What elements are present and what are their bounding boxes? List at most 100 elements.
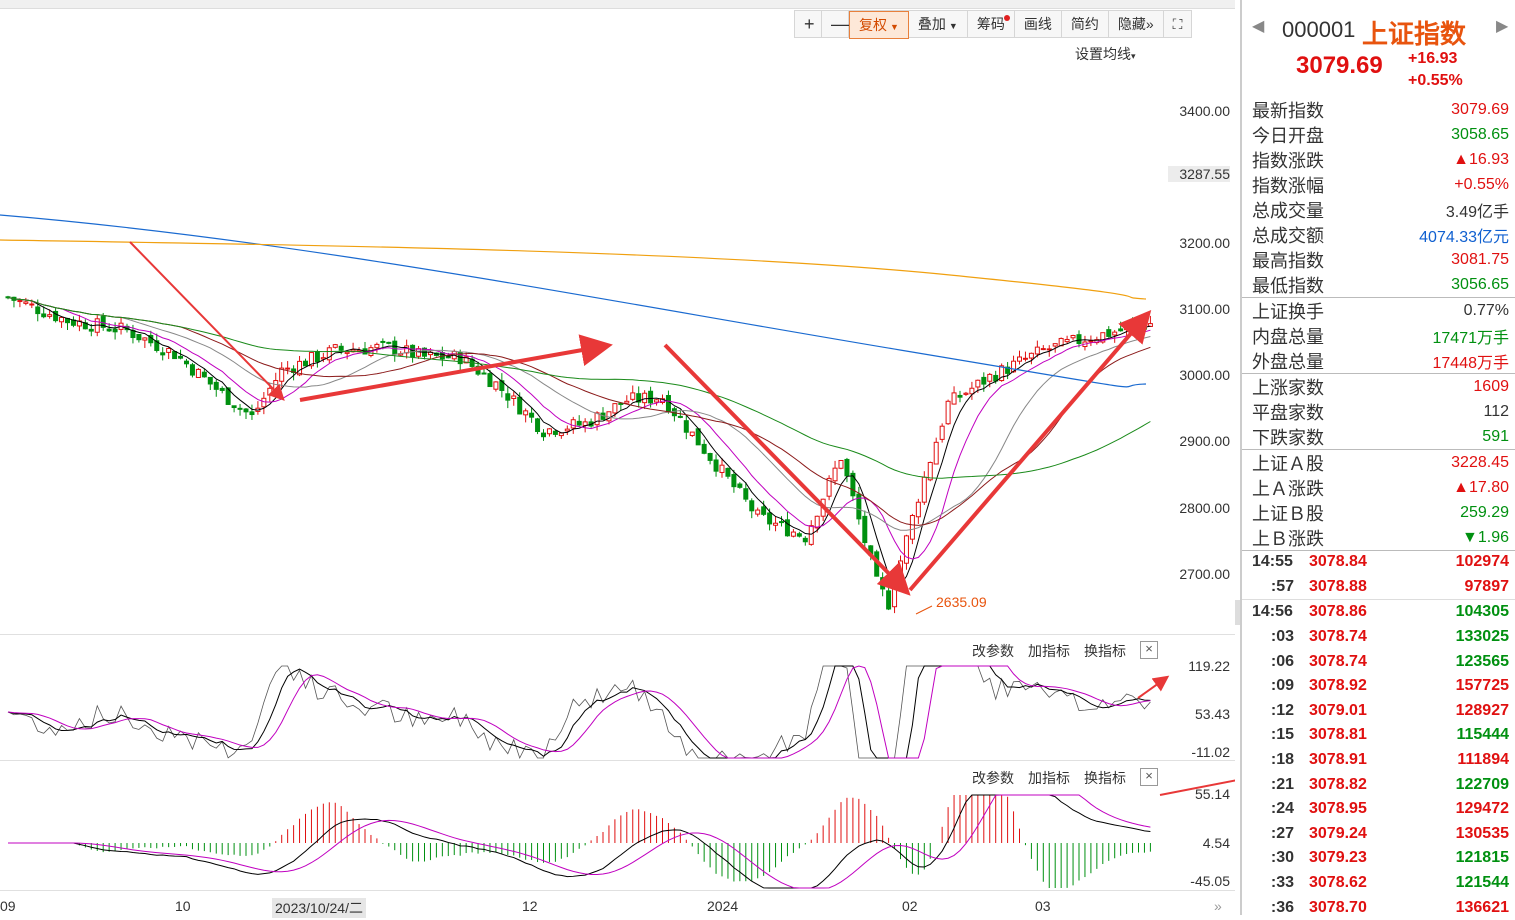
candle-body [808,525,814,545]
chevron-down-icon: ▼ [948,21,958,31]
candle-body [963,392,969,395]
zoom-out-button[interactable]: — [822,11,849,37]
candle-body [213,381,219,390]
fullscreen-button[interactable]: ⛶ [1164,11,1192,37]
stat-label: 最高指数 [1252,250,1324,271]
ind1-mid-line [7,665,1151,759]
swap-indicator-button[interactable]: 换指标 [1084,770,1126,786]
trend-arrow [663,343,911,596]
tick-row: :27 3079.24 130535 [1242,822,1515,847]
close-icon[interactable]: × [1140,768,1158,786]
zoom-in-button[interactable]: + [795,11,822,37]
stat-label: 上Ａ涨跌 [1252,478,1324,499]
tick-time: :06 [1270,652,1294,670]
candle-body [166,347,172,353]
simple-mode-button[interactable]: 简约 [1062,11,1109,37]
tick-separator [1242,599,1515,601]
swap-indicator-button[interactable]: 换指标 [1084,643,1126,659]
quote-header: ◀ 000001 上证指数 ▶ [1242,12,1515,49]
hide-button[interactable]: 隐藏» [1109,11,1164,37]
candle-body [790,531,796,537]
stat-row: 上Ａ涨跌 ▲17.80 [1242,475,1515,500]
candle-body [380,340,386,343]
candle-body [505,393,511,401]
stat-row: 上证换手 0.77% [1242,298,1515,323]
candle-body [1088,340,1094,343]
stat-value: ▲16.93 [1453,150,1509,168]
candle-body [903,535,909,564]
candle-body [308,352,314,367]
trend-arrow [1137,675,1170,699]
candle-body [184,360,189,365]
stat-label: 最新指数 [1252,100,1324,121]
stat-label: 上Ｂ涨跌 [1252,528,1324,549]
stat-label: 上涨家数 [1252,377,1324,398]
tick-time: :27 [1270,824,1294,842]
candle-body [1011,360,1017,373]
stat-row: 内盘总量 17471万手 [1242,323,1515,348]
scroll-right-icon[interactable]: » [1214,898,1222,914]
candle-body [112,328,118,333]
candle-body [969,387,975,395]
stat-label: 指数涨跌 [1252,150,1324,171]
candle-body [136,333,142,341]
candle-body [338,345,344,351]
candle-body [624,400,630,404]
panel-divider [0,890,1235,891]
tick-time: :12 [1270,701,1294,719]
panel-resize-handle[interactable] [1235,600,1240,625]
stat-label: 今日开盘 [1252,125,1324,146]
x-axis-label: 2024 [707,898,739,914]
tick-volume: 157725 [1455,677,1509,695]
overlay-dropdown[interactable]: 叠加 ▼ [909,11,968,37]
kline-chart[interactable] [0,0,1235,915]
candle-body [285,367,291,370]
close-icon[interactable]: × [1140,641,1158,659]
candle-body [743,488,749,500]
restore-rights-dropdown[interactable]: 复权 ▼ [849,11,909,39]
chips-button[interactable]: 筹码 [968,11,1015,37]
low-price-marker: 2635.09 [936,594,987,610]
change-params-button[interactable]: 改参数 [972,643,1014,659]
hide-label: 隐藏 [1117,16,1146,32]
change-params-button[interactable]: 改参数 [972,770,1014,786]
candle-body [1124,325,1130,331]
candle-body [987,373,993,382]
add-indicator-button[interactable]: 加指标 [1028,770,1070,786]
prev-stock-icon[interactable]: ◀ [1252,18,1265,35]
tick-time: :33 [1270,874,1294,892]
ma-line-10 [7,296,1151,560]
candle-body [35,306,41,315]
candle-body [636,393,642,403]
draw-line-button[interactable]: 画线 [1015,11,1062,37]
candle-body [630,392,636,400]
stat-row: 平盘家数 112 [1242,399,1515,424]
candle-body [374,343,380,349]
y-axis-label: 3200.00 [1179,235,1230,251]
tick-price: 3078.92 [1309,677,1367,695]
tick-row: 14:55 3078.84 102974 [1242,550,1515,575]
stat-row: 指数涨跌 ▲16.93 [1242,147,1515,172]
candle-body [1130,324,1136,327]
stat-value: ▼1.96 [1462,528,1509,546]
tick-volume: 97897 [1464,577,1510,595]
next-stock-icon[interactable]: ▶ [1496,18,1509,35]
candle-body [814,515,820,529]
panel-divider [0,760,1235,761]
candle-body [886,590,892,610]
notification-dot-icon [1003,15,1010,21]
ma-setting-dropdown[interactable]: 设置均线▾ [1075,44,1136,64]
candle-body [297,360,303,376]
stat-row: 上Ｂ涨跌 ▼1.96 [1242,525,1515,550]
candle-body [493,381,499,390]
candle-body [1106,329,1112,337]
candle-body [909,515,915,540]
trend-arrow [908,309,1152,592]
candle-body [481,372,487,375]
candle-body [1100,332,1106,343]
add-indicator-button[interactable]: 加指标 [1028,643,1070,659]
stat-row: 上证Ａ股 3228.45 [1242,450,1515,475]
stat-row: 今日开盘 3058.65 [1242,122,1515,147]
macd-dif-line [8,794,1151,889]
candle-body [880,577,886,590]
